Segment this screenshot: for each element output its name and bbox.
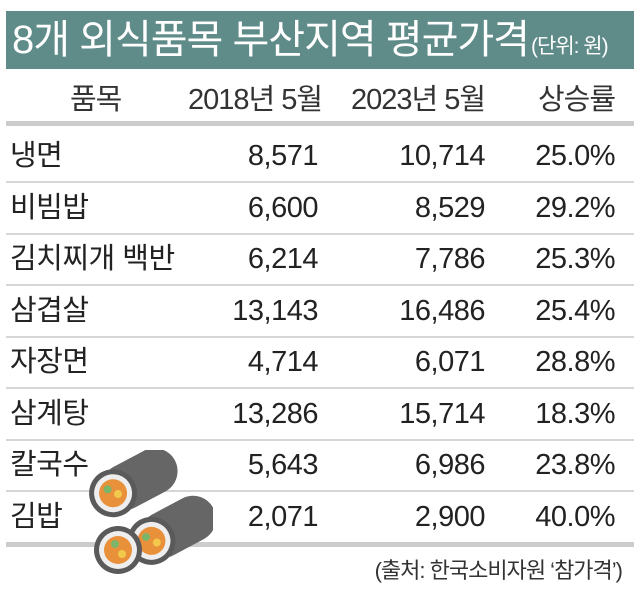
item-name: 김밥 <box>10 500 63 533</box>
price-2018: 6,214 <box>247 243 319 275</box>
row-divider <box>6 490 634 492</box>
price-2018: 4,714 <box>247 346 319 378</box>
increase-rate: 25.3% <box>535 243 615 275</box>
unit-label: (단위: 원) <box>531 35 609 58</box>
item-name: 삼계탕 <box>10 397 89 430</box>
row-divider <box>6 181 634 183</box>
increase-rate: 28.8% <box>535 346 615 378</box>
item-name: 칼국수 <box>10 449 89 481</box>
price-2023: 6,986 <box>414 449 486 481</box>
price-2018: 8,571 <box>247 140 319 172</box>
title-bar: 8개 외식품목 부산지역 평균가격 (단위: 원) <box>6 11 634 69</box>
item-name: 비빔밥 <box>10 191 89 224</box>
header-item: 품목 <box>70 84 122 116</box>
increase-rate: 18.3% <box>535 397 615 430</box>
increase-rate: 23.8% <box>535 449 615 481</box>
increase-rate: 25.4% <box>535 294 615 327</box>
item-name: 냉면 <box>10 140 63 172</box>
price-2023: 10,714 <box>399 140 485 172</box>
header-rate: 상승률 <box>537 84 616 116</box>
header-2023: 2023년 5월 <box>350 84 486 116</box>
source-note: (출처: 한국소비자원 ‘참가격’) <box>374 558 623 583</box>
item-name: 삼겹살 <box>10 294 89 327</box>
increase-rate: 29.2% <box>535 191 615 224</box>
table-bottom-divider <box>6 541 634 547</box>
header-2018: 2018년 5월 <box>187 84 323 116</box>
price-2018: 13,143 <box>232 294 318 327</box>
increase-rate: 40.0% <box>535 500 615 533</box>
price-2023: 8,529 <box>414 191 486 224</box>
title: 8개 외식품목 부산지역 평균가격 <box>12 18 530 62</box>
item-name: 김치찌개 백반 <box>10 243 175 275</box>
increase-rate: 25.0% <box>535 140 615 172</box>
price-2023: 2,900 <box>414 500 486 533</box>
row-divider <box>6 387 634 389</box>
price-2018: 2,071 <box>247 500 319 533</box>
price-2023: 6,071 <box>414 346 486 378</box>
row-divider <box>6 284 634 286</box>
price-2018: 13,286 <box>232 397 318 430</box>
price-2023: 15,714 <box>399 397 485 430</box>
row-divider <box>6 232 634 235</box>
price-2023: 7,786 <box>414 243 486 275</box>
row-divider <box>6 335 634 338</box>
price-2023: 16,486 <box>399 294 485 327</box>
price-2018: 6,600 <box>247 191 319 224</box>
row-divider <box>6 438 634 441</box>
item-name: 자장면 <box>10 346 89 378</box>
kimbap-icon <box>89 450 213 574</box>
price-2018: 5,643 <box>247 449 319 481</box>
header-divider <box>6 121 634 126</box>
